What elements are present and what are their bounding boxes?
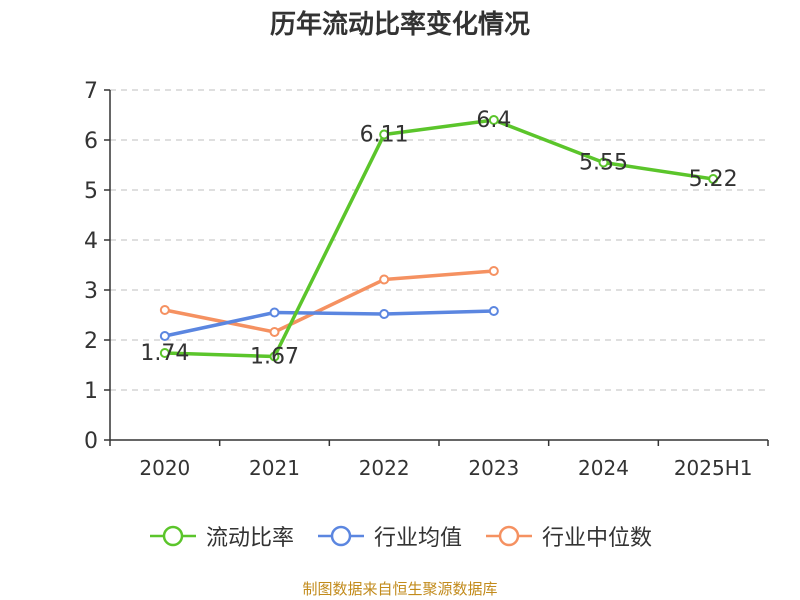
y-tick-label: 3 <box>84 279 98 304</box>
y-tick-label: 0 <box>84 429 98 454</box>
data-label: 6.4 <box>476 108 511 133</box>
series-lines <box>159 115 719 362</box>
legend-circle <box>330 525 352 547</box>
legend-marker-1 <box>317 525 364 547</box>
y-tick-label: 7 <box>84 79 98 104</box>
series-point-1 <box>269 307 280 318</box>
x-tick-label: 2023 <box>468 456 519 480</box>
y-tick-label: 2 <box>84 329 98 354</box>
data-labels: 1.74 1.67 6.11 6.4 5.55 5.22 <box>140 108 737 370</box>
legend-item-1[interactable]: 行业均值 <box>316 520 462 552</box>
data-label: 1.74 <box>140 341 189 366</box>
y-tick-label: 4 <box>84 229 98 254</box>
legend: 流动比率 行业均值 行业中位数 <box>0 520 800 552</box>
data-label: 6.11 <box>360 123 409 148</box>
series-point-0 <box>598 157 609 168</box>
legend-marker-0 <box>149 525 196 547</box>
data-label: 5.55 <box>579 151 628 176</box>
series-point-0 <box>488 115 499 125</box>
legend-item-0[interactable]: 流动比率 <box>148 520 294 552</box>
series-point-2 <box>269 327 280 337</box>
series-point-2 <box>488 266 499 276</box>
series-point-2 <box>379 274 390 285</box>
x-tick-label: 2021 <box>249 456 300 480</box>
series-point-1 <box>159 331 170 341</box>
legend-label-0: 流动比率 <box>205 526 294 551</box>
legend-label-1: 行业均值 <box>373 526 462 551</box>
series-point-0 <box>159 348 170 358</box>
series-line-1 <box>163 309 496 338</box>
y-tick-label: 1 <box>84 379 98 404</box>
data-label: 5.22 <box>689 167 738 192</box>
x-tick-label: 2020 <box>139 456 190 480</box>
series-line-0 <box>163 118 715 359</box>
series-point-1 <box>379 309 390 319</box>
legend-marker-2 <box>486 525 532 547</box>
series-point-0 <box>379 129 390 140</box>
legend-label-2: 行业中位数 <box>542 526 653 551</box>
source-note: 制图数据来自恒生聚源数据库 <box>302 580 498 598</box>
series-point-1 <box>488 306 499 316</box>
series-point-2 <box>159 305 170 315</box>
y-tick-label: 5 <box>84 179 98 204</box>
legend-circle <box>498 525 520 547</box>
grid-lines <box>110 89 768 391</box>
series-point-0 <box>269 351 280 362</box>
x-tick-label: 2024 <box>578 456 629 480</box>
axes: 0 1 2 3 4 5 6 7 2020 2021 2022 2023 2024 2025H1 <box>84 79 769 480</box>
chart-title: 历年流动比率变化情况 <box>269 10 530 40</box>
x-tick-label: 2022 <box>359 456 410 480</box>
series-point-0 <box>708 174 719 184</box>
legend-item-2[interactable]: 行业中位数 <box>484 520 652 552</box>
y-tick-label: 6 <box>84 129 98 154</box>
x-tick-label: 2025H1 <box>674 456 753 480</box>
legend-circle <box>162 525 184 547</box>
series-line-2 <box>163 269 496 334</box>
data-label: 1.67 <box>250 345 299 370</box>
